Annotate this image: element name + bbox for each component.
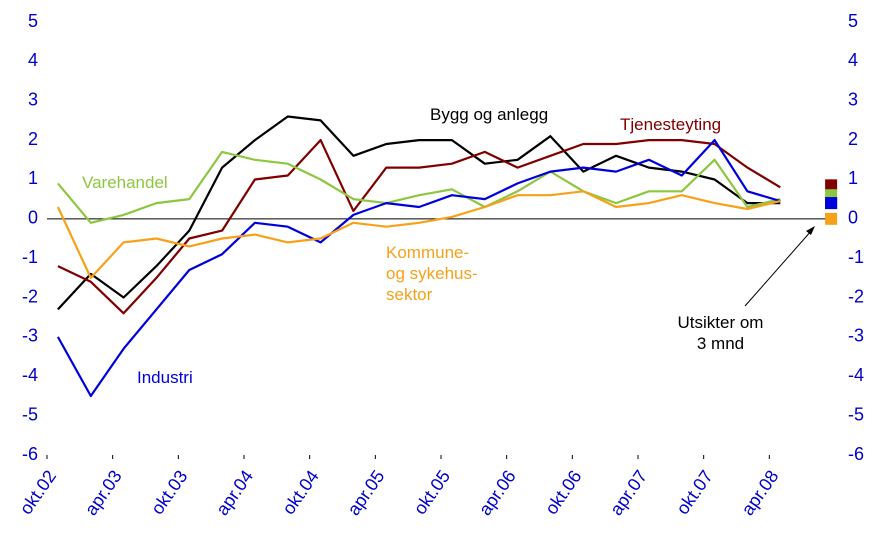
series-line bbox=[57, 139, 781, 315]
x-tick-label: okt.06 bbox=[541, 467, 586, 519]
y-tick-label: 3 bbox=[28, 89, 38, 109]
series-line bbox=[57, 115, 781, 311]
y-tick-label: 2 bbox=[28, 129, 38, 149]
y-tick-label: -2 bbox=[22, 286, 38, 306]
outlook-marker bbox=[825, 197, 838, 210]
y-tick-label: 0 bbox=[28, 208, 38, 228]
y2-tick-label: 0 bbox=[848, 208, 858, 228]
x-tick-label: okt.05 bbox=[410, 467, 455, 519]
outlook-marker bbox=[825, 179, 838, 192]
y2-tick-label: -3 bbox=[848, 326, 864, 346]
x-tick-label: apr.04 bbox=[212, 467, 257, 519]
y2-tick-label: -5 bbox=[848, 404, 864, 424]
x-tick-label: okt.07 bbox=[672, 467, 717, 519]
y2-tick-label: 3 bbox=[848, 89, 858, 109]
x-tick-label: apr.03 bbox=[81, 467, 126, 519]
x-tick-label: okt.04 bbox=[278, 467, 323, 519]
arrow-head bbox=[806, 226, 815, 235]
series-label: Kommune- og sykehus- sektor bbox=[386, 243, 478, 304]
y-tick-label: -1 bbox=[22, 247, 38, 267]
x-tick-label: apr.05 bbox=[343, 467, 388, 519]
y-tick-label: -6 bbox=[22, 444, 38, 464]
x-tick-label: okt.03 bbox=[147, 467, 192, 519]
y-tick-label: 4 bbox=[28, 50, 38, 70]
y-tick-label: 1 bbox=[28, 168, 38, 188]
y2-tick-label: 2 bbox=[848, 129, 858, 149]
y2-tick-label: 5 bbox=[848, 11, 858, 31]
y2-tick-label: -2 bbox=[848, 286, 864, 306]
series-label: Industri bbox=[137, 368, 193, 387]
x-tick-label: apr.08 bbox=[737, 467, 782, 519]
series-line bbox=[56, 139, 781, 398]
series-line bbox=[56, 190, 781, 279]
y-tick-label: -4 bbox=[22, 365, 38, 385]
annotation-arrow bbox=[744, 229, 813, 307]
x-tick-label: okt.02 bbox=[16, 467, 61, 519]
y2-tick-label: -4 bbox=[848, 365, 864, 385]
series-line bbox=[57, 150, 781, 224]
series-label: Bygg og anlegg bbox=[430, 105, 549, 124]
y2-tick-label: 1 bbox=[848, 168, 858, 188]
y2-tick-label: -1 bbox=[848, 247, 864, 267]
series-label: Varehandel bbox=[82, 173, 168, 192]
y-tick-label: -5 bbox=[22, 404, 38, 424]
series-label: Tjenesteyting bbox=[620, 115, 722, 134]
outlook-marker bbox=[825, 212, 838, 225]
y2-tick-label: -6 bbox=[848, 444, 864, 464]
x-tick-label: apr.06 bbox=[475, 467, 520, 519]
y2-tick-label: 4 bbox=[848, 50, 858, 70]
y-tick-label: -3 bbox=[22, 326, 38, 346]
x-tick-label: apr.07 bbox=[606, 467, 651, 519]
annotation: Utsikter om 3 mnd bbox=[677, 313, 764, 353]
y-tick-label: 5 bbox=[28, 11, 38, 31]
